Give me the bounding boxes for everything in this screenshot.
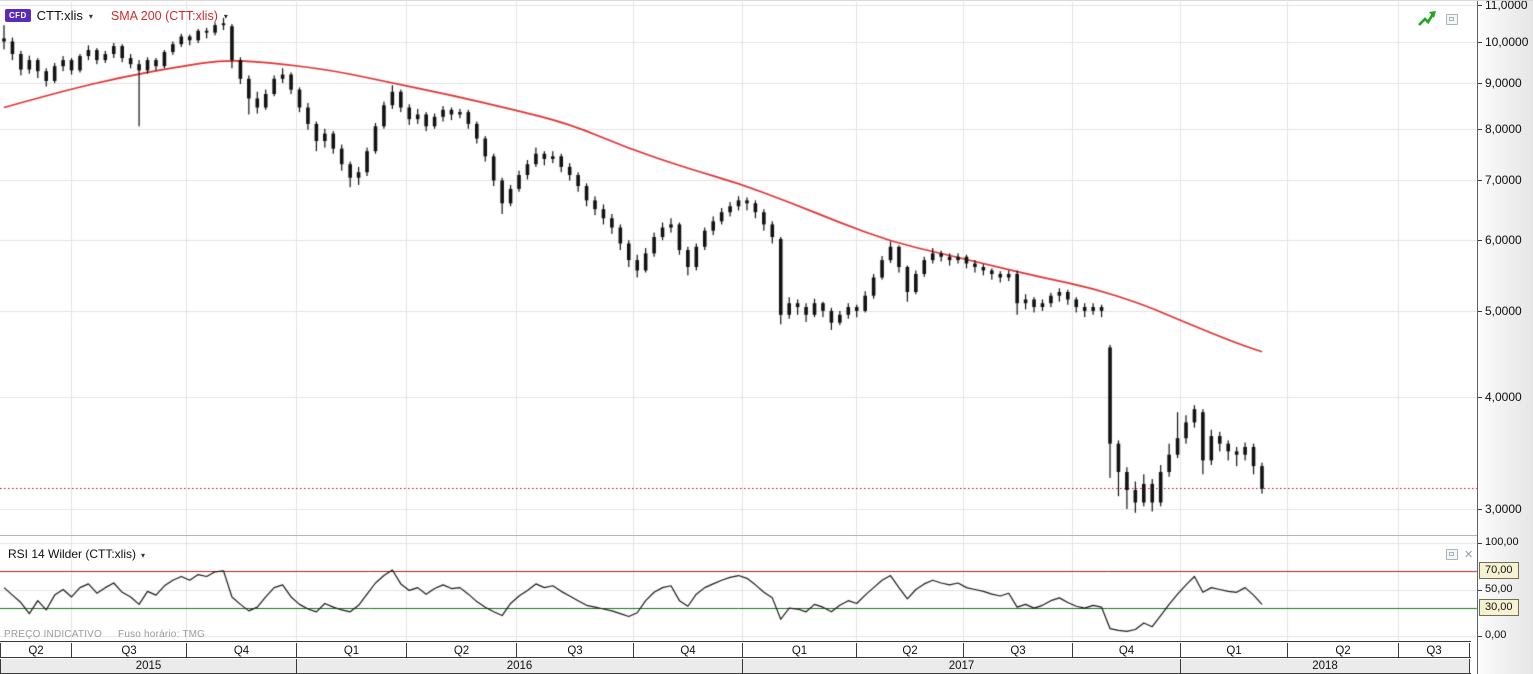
price-tick: [1478, 240, 1482, 241]
quarter-cell: Q3: [516, 643, 633, 658]
price-tick-label: 9,0000: [1485, 76, 1522, 90]
price-tick: [1478, 180, 1482, 181]
price-tick-label: 3,0000: [1485, 502, 1522, 516]
quarter-cell: Q4: [186, 643, 296, 658]
panel-divider: [0, 535, 1477, 536]
price-tick: [1478, 311, 1482, 312]
price-tick-label: 7,0000: [1485, 173, 1522, 187]
cfd-badge: CFD: [5, 9, 31, 22]
price-tick: [1478, 83, 1482, 84]
quarter-cell: Q3: [963, 643, 1072, 658]
price-tick-label: 6,0000: [1485, 233, 1522, 247]
price-tick-label: 4,0000: [1485, 390, 1522, 404]
quarter-band[interactable]: Q2 Q3 Q4 Q1 Q2 Q3 Q4 Q1 Q2 Q3 Q4 Q1 Q2 Q3: [0, 641, 1471, 658]
rsi-restore-icon[interactable]: [1446, 549, 1458, 560]
price-tick-label: 8,0000: [1485, 122, 1522, 136]
quarter-cell: Q2: [406, 643, 516, 658]
rsi-toolbar: ✕: [1446, 549, 1473, 560]
price-scale-gutter[interactable]: 11,0000 10,0000 9,0000 8,0000 7,0000 6,0000 5,…: [1477, 1, 1533, 674]
year-cell: 2018: [1180, 659, 1470, 673]
rsi-level-30-label[interactable]: 30,00: [1479, 599, 1519, 616]
quarter-cell: Q1: [296, 643, 406, 658]
rsi-dropdown-caret[interactable]: ▾: [141, 550, 146, 560]
quarter-cell: Q1: [742, 643, 856, 658]
quarter-cell: Q2: [1287, 643, 1398, 658]
price-tick: [1478, 42, 1482, 43]
rsi-level-70-label[interactable]: 70,00: [1479, 562, 1519, 579]
year-cell: 2017: [742, 659, 1180, 673]
rsi-tick-label: 50,00: [1485, 583, 1513, 595]
time-axis[interactable]: Q2 Q3 Q4 Q1 Q2 Q3 Q4 Q1 Q2 Q3 Q4 Q1 Q2 Q3 2015 2016 201…: [0, 641, 1471, 674]
price-tick: [1478, 509, 1482, 510]
rsi-tick: [1478, 636, 1482, 637]
rsi-label[interactable]: RSI 14 Wilder (CTT:xlis): [8, 547, 137, 561]
rsi-tick-label: 0,00: [1485, 629, 1507, 641]
rsi-tick-label: 100,00: [1485, 536, 1519, 548]
instrument-header: CFD CTT:xlis ▾ SMA 200 (CTT:xlis) ▾: [5, 8, 228, 23]
rsi-close-icon[interactable]: ✕: [1464, 548, 1474, 561]
year-cell: 2015: [0, 659, 296, 673]
footer-note: PREÇO INDICATIVO Fuso horário: TMG: [4, 629, 205, 640]
rsi-panel-header: RSI 14 Wilder (CTT:xlis) ▾: [8, 547, 145, 561]
rsi-tick: [1478, 590, 1482, 591]
instrument-symbol[interactable]: CTT:xlis: [36, 8, 83, 23]
price-tick: [1478, 397, 1482, 398]
quarter-cell: Q2: [856, 643, 963, 658]
symbol-dropdown-caret[interactable]: ▾: [88, 12, 93, 21]
rsi-tick: [1478, 543, 1482, 544]
price-tick: [1478, 129, 1482, 130]
sma-legend[interactable]: SMA 200 (CTT:xlis): [110, 8, 218, 23]
quarter-cell: Q4: [1072, 643, 1180, 658]
quarter-cell: Q2: [0, 643, 71, 658]
restore-window-icon[interactable]: [1446, 13, 1458, 25]
price-tick: [1478, 5, 1482, 6]
quarter-cell: Q3: [71, 643, 186, 658]
indicative-price-label: PREÇO INDICATIVO: [4, 629, 103, 640]
quarter-cell: Q4: [633, 643, 742, 658]
quarter-cell: Q1: [1180, 643, 1287, 658]
year-cell: 2016: [296, 659, 742, 673]
trend-arrow-icon[interactable]: [1417, 10, 1437, 28]
timezone-label: Fuso horário: TMG: [118, 629, 206, 640]
quarter-cell: Q3: [1398, 643, 1470, 658]
sma-dropdown-caret[interactable]: ▾: [223, 12, 228, 21]
chart-toolbar: [1417, 10, 1458, 28]
year-band[interactable]: 2015 2016 2017 2018: [0, 657, 1471, 674]
price-tick-label: 10,0000: [1485, 35, 1529, 49]
price-tick-label: 5,0000: [1485, 304, 1522, 318]
price-tick-label: 11,0000: [1485, 0, 1528, 12]
